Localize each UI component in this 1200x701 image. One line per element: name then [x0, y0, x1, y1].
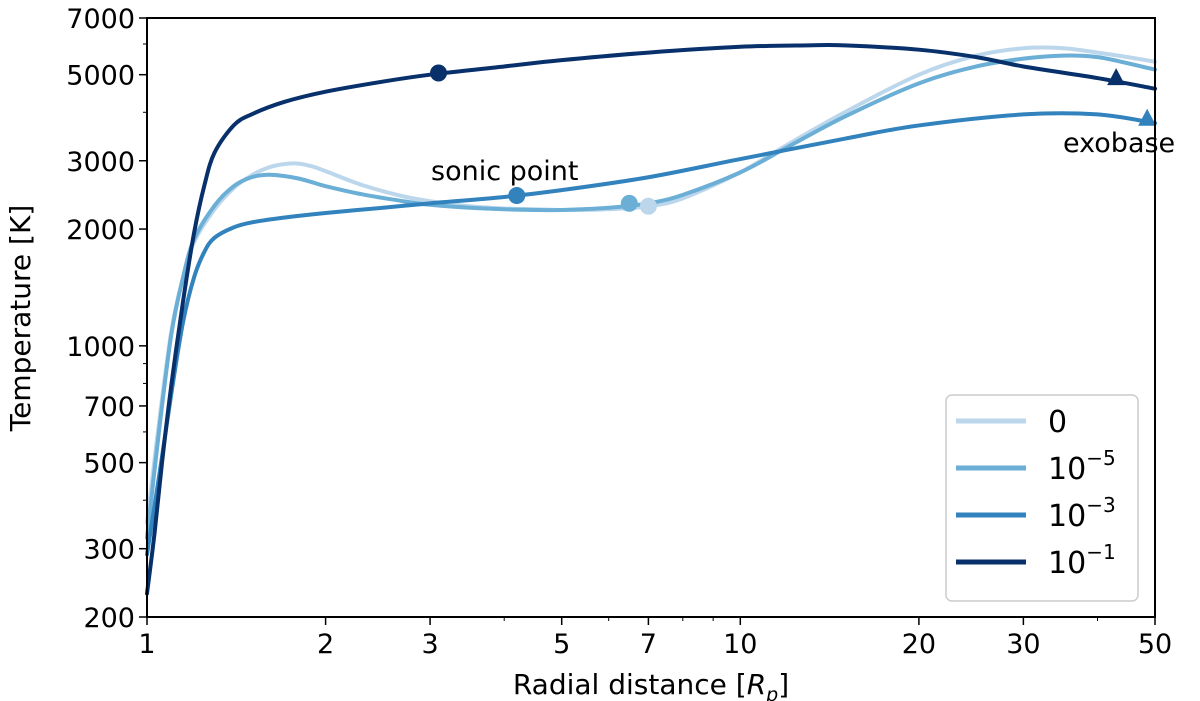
x-tick-label: 10: [723, 629, 757, 660]
y-tick-label: 1000: [66, 332, 135, 363]
x-tick-label: 7: [640, 629, 657, 660]
legend-label-1: 10−5: [1048, 446, 1116, 487]
y-tick-label: 7000: [66, 4, 135, 35]
sonic-point-marker-0: [639, 197, 657, 215]
legend-label-2: 10−3: [1048, 493, 1116, 534]
sonic-point-marker-1: [620, 194, 638, 212]
y-tick-label: 3000: [66, 147, 135, 178]
x-tick-label: 50: [1138, 629, 1172, 660]
y-axis-label: Temperature [K]: [4, 205, 37, 432]
x-tick-label: 3: [421, 629, 438, 660]
tick-layer: 1 2 3 5 7 10 20 30 50 200 300 500 700 1000 2000 3000 500…: [66, 4, 1172, 660]
sonic-point-marker-2: [508, 187, 526, 205]
y-tick-label: 500: [83, 449, 135, 480]
legend-label-3: 10−1: [1048, 540, 1116, 581]
legend-frame: [945, 394, 1139, 602]
y-tick-label: 700: [83, 392, 135, 423]
series-line-3: [145, 43, 1157, 596]
exobase-marker-2: [1138, 108, 1157, 126]
legend: 0 10−5 10−3 10−1: [945, 394, 1139, 602]
x-tick-label: 2: [317, 629, 334, 660]
x-tick-label: 1: [138, 629, 155, 660]
annotation-sonic-point: sonic point: [431, 156, 579, 187]
series-line-2: [145, 111, 1157, 557]
y-tick-label: 2000: [66, 215, 135, 246]
x-tick-label: 20: [902, 629, 936, 660]
exobase-marker-3: [1107, 68, 1126, 86]
marker-layer: [430, 64, 1157, 215]
plot-frame: [146, 17, 1156, 618]
y-tick-label: 5000: [66, 61, 135, 92]
annotation-exobase: exobase: [1063, 128, 1175, 159]
y-tick-label: 300: [83, 535, 135, 566]
series-layer: [145, 43, 1157, 596]
x-axis-label: Radial distance [Rp]: [513, 668, 789, 701]
legend-label-0: 0: [1048, 405, 1067, 440]
x-tick-label: 5: [553, 629, 570, 660]
y-tick-label: 200: [83, 603, 135, 634]
sonic-point-marker-3: [430, 64, 448, 82]
series-line-1: [145, 53, 1157, 540]
legend-items: 0 10−5 10−3 10−1: [956, 405, 1116, 581]
x-tick-label: 30: [1006, 629, 1040, 660]
